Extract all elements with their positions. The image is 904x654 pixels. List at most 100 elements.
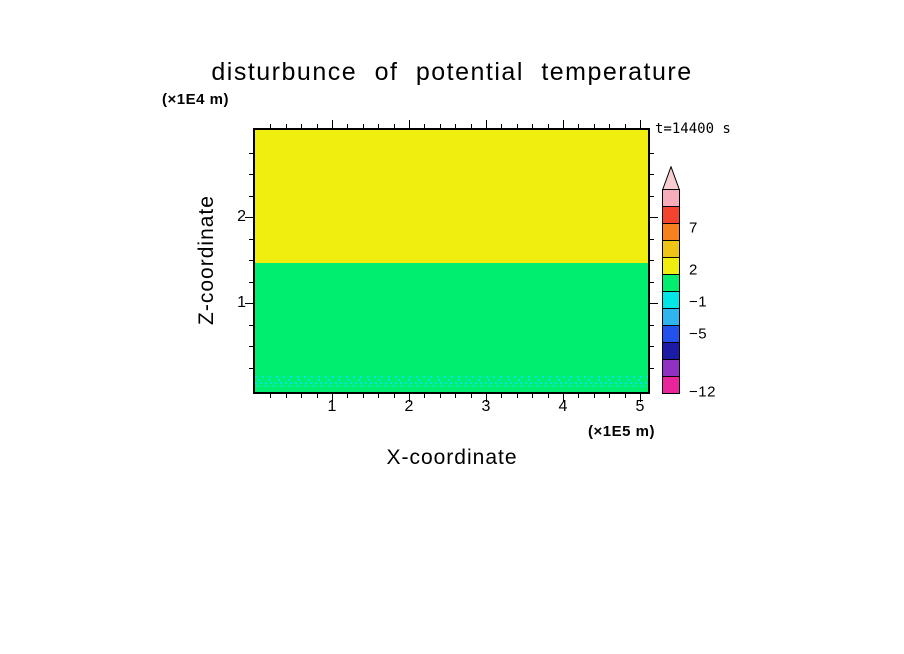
colorbar-segment bbox=[663, 309, 679, 326]
tick-mark bbox=[625, 124, 626, 128]
z-axis-label: Z-coordinate bbox=[195, 195, 218, 325]
tick-mark bbox=[440, 124, 441, 128]
tick-mark bbox=[249, 282, 253, 283]
tick-mark bbox=[317, 124, 318, 128]
tick-mark bbox=[249, 368, 253, 369]
colorbar-segment bbox=[663, 292, 679, 309]
tick-mark bbox=[471, 394, 472, 398]
tick-mark bbox=[270, 124, 271, 128]
tick-mark bbox=[517, 394, 518, 398]
tick-mark bbox=[301, 124, 302, 128]
x-tick-label: 3 bbox=[481, 398, 491, 415]
tick-mark bbox=[249, 260, 253, 261]
upper-yellow-region bbox=[255, 130, 648, 263]
tick-mark bbox=[332, 394, 333, 402]
tick-mark bbox=[501, 124, 502, 128]
tick-mark bbox=[424, 124, 425, 128]
tick-mark bbox=[650, 303, 658, 304]
colorbar-segments bbox=[662, 189, 680, 394]
tick-mark bbox=[650, 368, 654, 369]
tick-mark bbox=[471, 124, 472, 128]
tick-mark bbox=[640, 394, 641, 402]
x-tick-label: 5 bbox=[635, 398, 645, 415]
tick-mark bbox=[594, 124, 595, 128]
tick-mark bbox=[286, 394, 287, 398]
lower-green-region bbox=[255, 263, 648, 392]
x-axis-label: X-coordinate bbox=[386, 446, 518, 469]
tick-mark bbox=[650, 346, 654, 347]
tick-mark bbox=[317, 394, 318, 398]
tick-mark bbox=[249, 174, 253, 175]
colorbar-segment bbox=[663, 275, 679, 292]
colorbar-label: 7 bbox=[689, 219, 698, 237]
tick-mark bbox=[650, 260, 654, 261]
tick-mark bbox=[501, 394, 502, 398]
tick-mark bbox=[245, 303, 253, 304]
tick-mark bbox=[594, 394, 595, 398]
tick-mark bbox=[455, 394, 456, 398]
tick-mark bbox=[424, 394, 425, 398]
tick-mark bbox=[249, 153, 253, 154]
z-tick-label: 1 bbox=[237, 294, 246, 311]
z-tick-label: 2 bbox=[237, 208, 246, 225]
colorbar-arrow-shape bbox=[662, 166, 680, 190]
tick-mark bbox=[563, 394, 564, 402]
colorbar-label: −1 bbox=[689, 293, 708, 311]
colorbar-segment bbox=[663, 343, 679, 360]
tick-mark bbox=[363, 124, 364, 128]
speckled-cyan-band bbox=[255, 376, 648, 387]
plot-area bbox=[255, 130, 648, 392]
tick-mark bbox=[332, 120, 333, 128]
tick-mark bbox=[245, 217, 253, 218]
tick-mark bbox=[270, 394, 271, 398]
tick-mark bbox=[249, 346, 253, 347]
tick-mark bbox=[347, 394, 348, 398]
tick-mark bbox=[650, 196, 654, 197]
tick-mark bbox=[347, 124, 348, 128]
colorbar-arrow-icon bbox=[662, 166, 680, 190]
tick-mark bbox=[650, 282, 654, 283]
chart-title: disturbunce of potential temperature bbox=[211, 58, 693, 86]
tick-mark bbox=[363, 394, 364, 398]
colorbar-label: 2 bbox=[689, 261, 698, 279]
tick-mark bbox=[650, 174, 654, 175]
tick-mark bbox=[378, 124, 379, 128]
tick-mark bbox=[609, 124, 610, 128]
plot-frame bbox=[253, 128, 650, 394]
x-tick-label: 4 bbox=[558, 398, 568, 415]
tick-mark bbox=[286, 124, 287, 128]
colorbar-segment bbox=[663, 224, 679, 241]
tick-mark bbox=[625, 394, 626, 398]
x-axis-units: (×1E5 m) bbox=[588, 423, 655, 440]
tick-mark bbox=[609, 394, 610, 398]
colorbar-segment bbox=[663, 326, 679, 343]
tick-mark bbox=[578, 394, 579, 398]
tick-mark bbox=[650, 325, 654, 326]
colorbar-segment bbox=[663, 377, 679, 393]
tick-mark bbox=[650, 217, 658, 218]
tick-mark bbox=[249, 196, 253, 197]
tick-mark bbox=[548, 124, 549, 128]
tick-mark bbox=[301, 394, 302, 398]
tick-mark bbox=[640, 120, 641, 128]
colorbar-segment bbox=[663, 258, 679, 275]
colorbar-segment bbox=[663, 360, 679, 377]
tick-mark bbox=[532, 394, 533, 398]
tick-mark bbox=[532, 124, 533, 128]
colorbar-segment bbox=[663, 207, 679, 224]
tick-mark bbox=[455, 124, 456, 128]
colorbar-label: −12 bbox=[689, 383, 716, 401]
tick-mark bbox=[409, 120, 410, 128]
x-tick-label: 1 bbox=[327, 398, 337, 415]
tick-mark bbox=[650, 153, 654, 154]
tick-mark bbox=[650, 239, 654, 240]
time-label: t=14400 s bbox=[655, 121, 731, 137]
tick-mark bbox=[394, 394, 395, 398]
tick-mark bbox=[394, 124, 395, 128]
tick-mark bbox=[378, 394, 379, 398]
tick-mark bbox=[578, 124, 579, 128]
colorbar-segment bbox=[663, 241, 679, 258]
tick-mark bbox=[249, 325, 253, 326]
tick-mark bbox=[517, 124, 518, 128]
